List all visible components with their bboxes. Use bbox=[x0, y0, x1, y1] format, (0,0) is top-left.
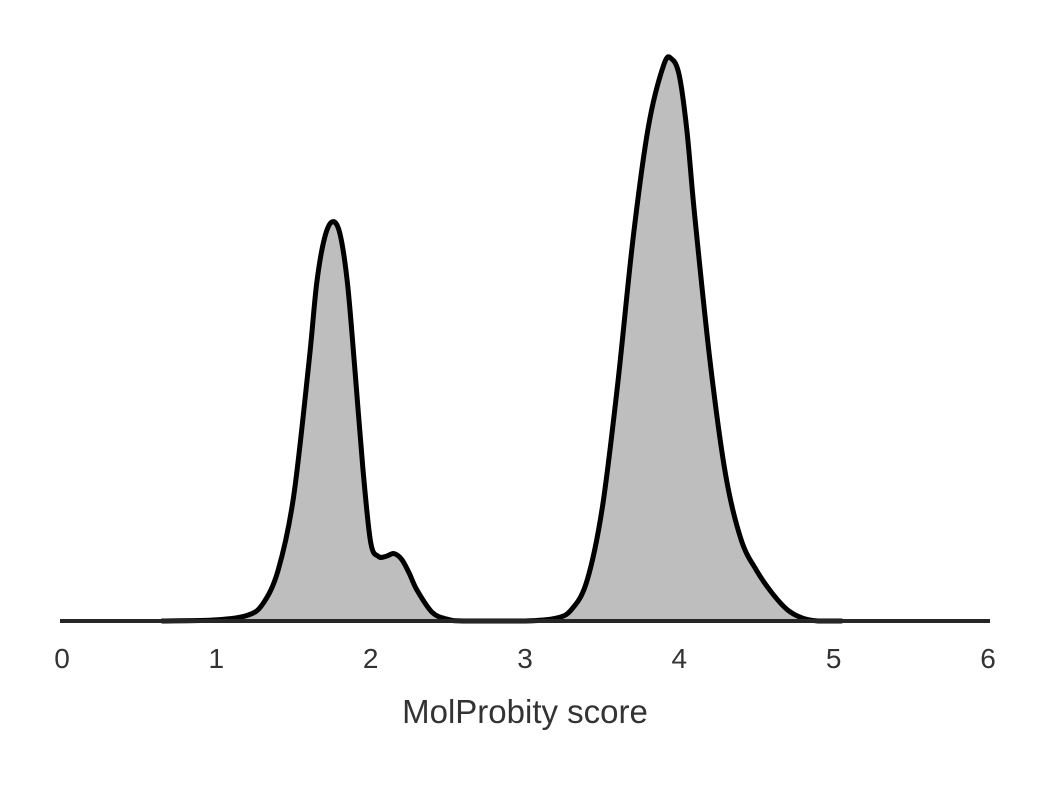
x-tick-label: 5 bbox=[826, 643, 842, 674]
x-axis: 0 1 2 3 4 5 6 bbox=[54, 619, 996, 674]
x-tick-label: 4 bbox=[672, 643, 688, 674]
x-tick-label: 0 bbox=[54, 643, 70, 674]
density-area-0 bbox=[162, 56, 842, 622]
x-tick-label: 1 bbox=[209, 643, 225, 674]
x-tick-label: 3 bbox=[517, 643, 533, 674]
x-axis-label: MolProbity score bbox=[402, 693, 648, 730]
x-tick-label: 6 bbox=[980, 643, 996, 674]
x-tick-label: 2 bbox=[363, 643, 379, 674]
